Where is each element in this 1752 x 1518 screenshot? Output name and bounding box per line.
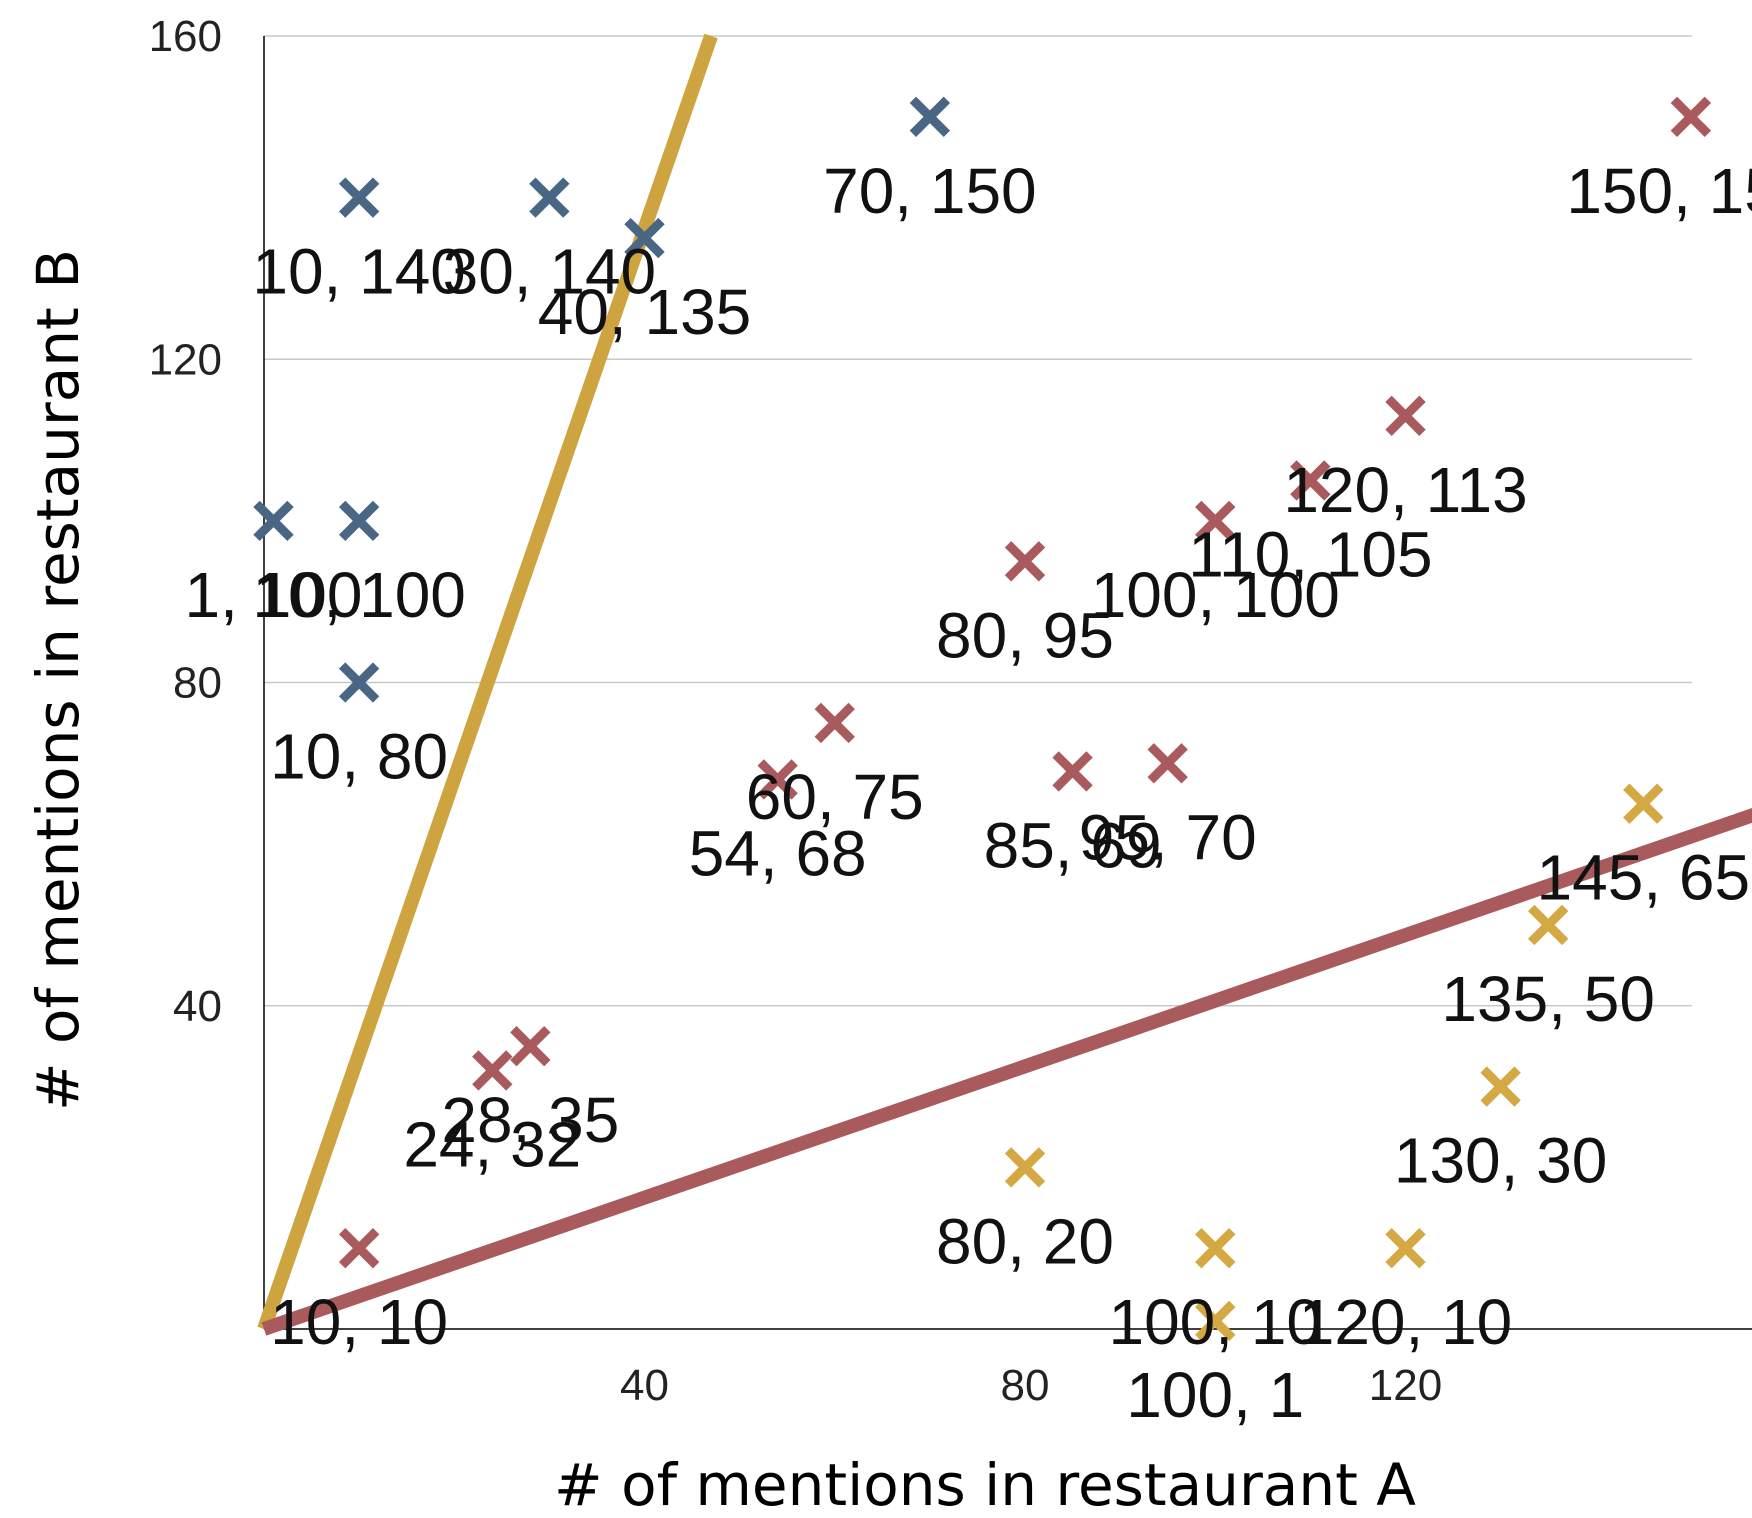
y-tick-label: 40 bbox=[173, 982, 222, 1031]
data-label-110-105: 110, 105 bbox=[1188, 518, 1432, 590]
data-label-10-80: 10, 80 bbox=[270, 721, 448, 793]
gridlines bbox=[264, 35, 1692, 1007]
data-point-70-150 bbox=[909, 96, 951, 137]
data-label-130-30: 130, 30 bbox=[1394, 1125, 1608, 1197]
y-axis-label: # of mentions in restaurant B bbox=[24, 249, 92, 1111]
data-label-10-100: 10, 100 bbox=[252, 559, 466, 631]
data-point-135-50 bbox=[1528, 904, 1569, 946]
data-point-95-70 bbox=[1147, 743, 1188, 784]
data-label-100-1: 100, 1 bbox=[1126, 1359, 1304, 1431]
y-tick-label: 160 bbox=[149, 12, 222, 61]
data-label-120-113: 120, 113 bbox=[1283, 454, 1527, 526]
y-tick-label: 80 bbox=[173, 659, 222, 708]
data-label-28-35: 28, 35 bbox=[441, 1084, 619, 1156]
data-point-80-95 bbox=[1004, 541, 1046, 582]
data-point-80-20 bbox=[1004, 1147, 1046, 1188]
data-label-70-150: 70, 150 bbox=[823, 155, 1037, 227]
data-point-150-150 bbox=[1670, 96, 1712, 137]
data-point-120-10 bbox=[1385, 1228, 1426, 1269]
data-label-54-68: 54, 68 bbox=[689, 817, 867, 889]
data-label-100-100: 100, 100 bbox=[1091, 559, 1340, 631]
data-label-80-95: 80, 95 bbox=[936, 599, 1114, 671]
data-point-24-32 bbox=[472, 1050, 513, 1091]
data-label-30-140: 30, 140 bbox=[443, 236, 657, 308]
data-point-10-80 bbox=[338, 662, 380, 703]
data-label-10-10: 10, 10 bbox=[270, 1286, 448, 1358]
data-point-10-140 bbox=[338, 177, 380, 218]
data-point-54-68 bbox=[757, 759, 798, 800]
x-tick-label: 120 bbox=[1369, 1361, 1442, 1410]
data-label-100-10: 100, 10 bbox=[1108, 1286, 1322, 1358]
data-point-100-10 bbox=[1195, 1228, 1236, 1269]
data-label-80-20: 80, 20 bbox=[936, 1205, 1114, 1277]
data-point-145-65 bbox=[1623, 783, 1664, 824]
reference-line-2 bbox=[261, 808, 1752, 1336]
y-tick-label: 120 bbox=[149, 335, 222, 384]
data-label-120-10: 120, 10 bbox=[1299, 1286, 1513, 1358]
data-label-24-32: 24, 32 bbox=[403, 1108, 581, 1180]
data-point-40-135 bbox=[624, 217, 665, 259]
data-label-145-65: 145, 65 bbox=[1537, 842, 1751, 914]
x-axis-label: # of mentions in restaurant A bbox=[554, 1451, 1416, 1518]
tick-labels: 40 80 120 160 40 80 120 160 bbox=[149, 12, 1752, 1410]
data-point-1-100 bbox=[253, 500, 294, 542]
data-point-10-10 bbox=[338, 1228, 380, 1269]
x-tick-label: 40 bbox=[620, 1361, 669, 1410]
axes bbox=[263, 36, 1752, 1330]
data-label-85-69: 85, 69 bbox=[984, 809, 1162, 881]
data-points bbox=[253, 96, 1712, 1342]
data-label-150-150: 150, 150 bbox=[1566, 155, 1752, 227]
data-label-60-75: 60, 75 bbox=[746, 761, 924, 833]
data-label-135-50: 135, 50 bbox=[1441, 963, 1655, 1035]
data-point-10-100 bbox=[338, 500, 380, 542]
data-label-1-100: 1, 100 bbox=[185, 559, 363, 631]
data-label-10-140: 10, 140 bbox=[252, 236, 466, 308]
data-point-60-75 bbox=[814, 702, 855, 744]
data-point-85-69 bbox=[1052, 751, 1093, 792]
data-label-40-135: 40, 135 bbox=[538, 276, 752, 348]
data-point-130-30 bbox=[1480, 1066, 1521, 1107]
data-point-120-113 bbox=[1385, 395, 1426, 437]
data-point-100-1 bbox=[1195, 1300, 1236, 1342]
data-label-95-70: 95, 70 bbox=[1079, 801, 1257, 873]
data-point-28-35 bbox=[510, 1025, 551, 1067]
data-point-30-140 bbox=[529, 177, 570, 218]
x-tick-label: 160 bbox=[1749, 1361, 1752, 1410]
data-point-100-100 bbox=[1195, 500, 1236, 542]
x-tick-label: 80 bbox=[1001, 1361, 1050, 1410]
data-point-110-105 bbox=[1290, 460, 1331, 501]
